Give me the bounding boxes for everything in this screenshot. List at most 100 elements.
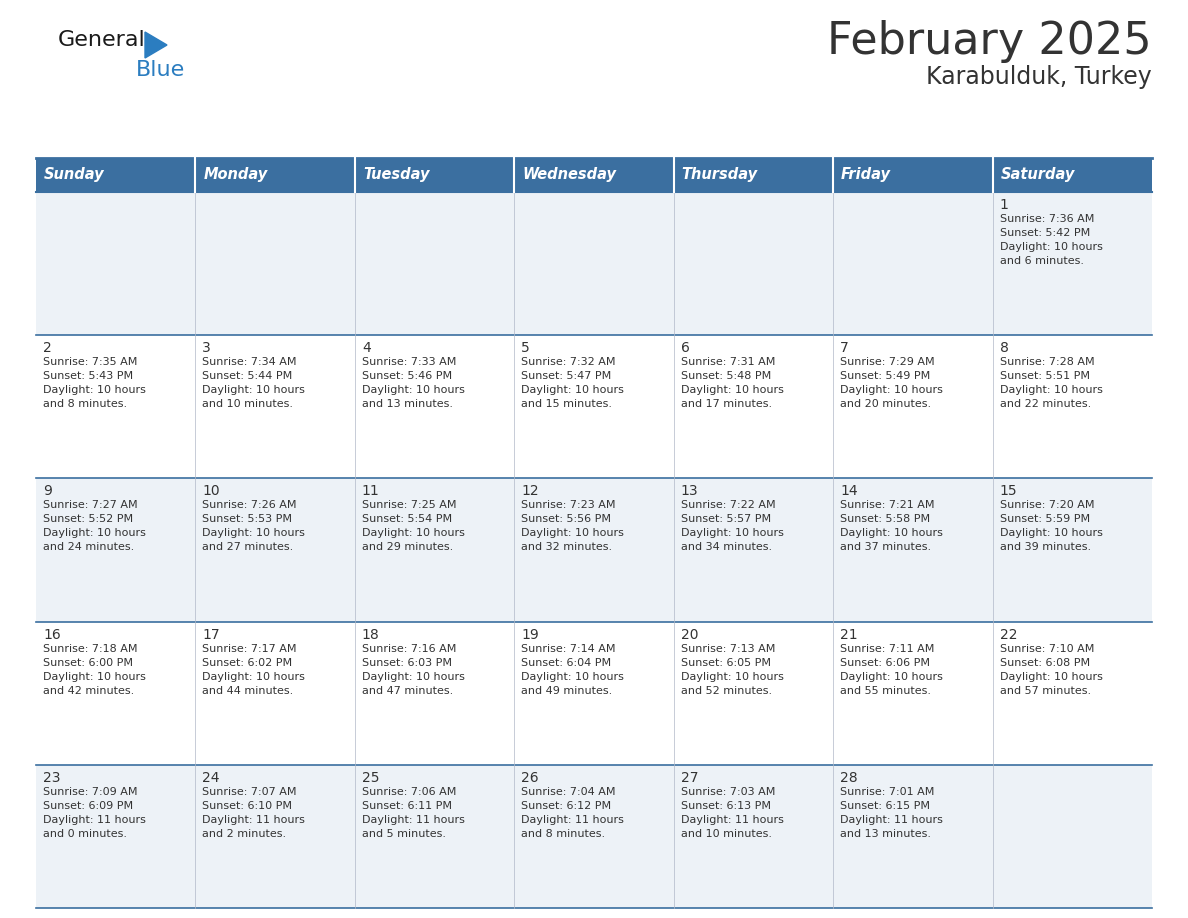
Text: Sunrise: 7:06 AM
Sunset: 6:11 PM
Daylight: 11 hours
and 5 minutes.: Sunrise: 7:06 AM Sunset: 6:11 PM Dayligh…	[362, 787, 465, 839]
Text: Thursday: Thursday	[682, 167, 758, 183]
Text: 3: 3	[202, 341, 211, 355]
FancyBboxPatch shape	[196, 158, 355, 192]
Text: Karabulduk, Turkey: Karabulduk, Turkey	[927, 65, 1152, 89]
FancyBboxPatch shape	[674, 478, 833, 621]
Text: 20: 20	[681, 628, 699, 642]
FancyBboxPatch shape	[674, 158, 833, 192]
Text: Sunrise: 7:25 AM
Sunset: 5:54 PM
Daylight: 10 hours
and 29 minutes.: Sunrise: 7:25 AM Sunset: 5:54 PM Dayligh…	[362, 500, 465, 553]
Text: Sunrise: 7:07 AM
Sunset: 6:10 PM
Daylight: 11 hours
and 2 minutes.: Sunrise: 7:07 AM Sunset: 6:10 PM Dayligh…	[202, 787, 305, 839]
Text: 7: 7	[840, 341, 849, 355]
Text: Friday: Friday	[841, 167, 891, 183]
Text: 24: 24	[202, 771, 220, 785]
FancyBboxPatch shape	[992, 478, 1152, 621]
FancyBboxPatch shape	[992, 621, 1152, 765]
FancyBboxPatch shape	[514, 621, 674, 765]
Text: 21: 21	[840, 628, 858, 642]
Text: Monday: Monday	[203, 167, 267, 183]
Text: Sunrise: 7:13 AM
Sunset: 6:05 PM
Daylight: 10 hours
and 52 minutes.: Sunrise: 7:13 AM Sunset: 6:05 PM Dayligh…	[681, 644, 784, 696]
Text: 17: 17	[202, 628, 220, 642]
FancyBboxPatch shape	[514, 765, 674, 908]
Text: 18: 18	[362, 628, 380, 642]
Text: Sunrise: 7:23 AM
Sunset: 5:56 PM
Daylight: 10 hours
and 32 minutes.: Sunrise: 7:23 AM Sunset: 5:56 PM Dayligh…	[522, 500, 624, 553]
Text: 12: 12	[522, 485, 539, 498]
Text: 2: 2	[43, 341, 52, 355]
Text: Sunrise: 7:18 AM
Sunset: 6:00 PM
Daylight: 10 hours
and 42 minutes.: Sunrise: 7:18 AM Sunset: 6:00 PM Dayligh…	[43, 644, 146, 696]
FancyBboxPatch shape	[196, 621, 355, 765]
Text: Sunrise: 7:34 AM
Sunset: 5:44 PM
Daylight: 10 hours
and 10 minutes.: Sunrise: 7:34 AM Sunset: 5:44 PM Dayligh…	[202, 357, 305, 409]
FancyBboxPatch shape	[355, 158, 514, 192]
Text: 4: 4	[362, 341, 371, 355]
Text: 13: 13	[681, 485, 699, 498]
Text: 9: 9	[43, 485, 52, 498]
FancyBboxPatch shape	[355, 192, 514, 335]
FancyBboxPatch shape	[833, 335, 992, 478]
Text: 11: 11	[362, 485, 380, 498]
Text: Sunrise: 7:28 AM
Sunset: 5:51 PM
Daylight: 10 hours
and 22 minutes.: Sunrise: 7:28 AM Sunset: 5:51 PM Dayligh…	[999, 357, 1102, 409]
Text: Sunrise: 7:10 AM
Sunset: 6:08 PM
Daylight: 10 hours
and 57 minutes.: Sunrise: 7:10 AM Sunset: 6:08 PM Dayligh…	[999, 644, 1102, 696]
Text: Sunrise: 7:35 AM
Sunset: 5:43 PM
Daylight: 10 hours
and 8 minutes.: Sunrise: 7:35 AM Sunset: 5:43 PM Dayligh…	[43, 357, 146, 409]
Text: 5: 5	[522, 341, 530, 355]
Text: 26: 26	[522, 771, 539, 785]
Text: Sunrise: 7:17 AM
Sunset: 6:02 PM
Daylight: 10 hours
and 44 minutes.: Sunrise: 7:17 AM Sunset: 6:02 PM Dayligh…	[202, 644, 305, 696]
Text: 23: 23	[43, 771, 61, 785]
Text: Sunrise: 7:27 AM
Sunset: 5:52 PM
Daylight: 10 hours
and 24 minutes.: Sunrise: 7:27 AM Sunset: 5:52 PM Dayligh…	[43, 500, 146, 553]
FancyBboxPatch shape	[355, 335, 514, 478]
FancyBboxPatch shape	[992, 192, 1152, 335]
Text: 25: 25	[362, 771, 379, 785]
Text: Sunrise: 7:36 AM
Sunset: 5:42 PM
Daylight: 10 hours
and 6 minutes.: Sunrise: 7:36 AM Sunset: 5:42 PM Dayligh…	[999, 214, 1102, 266]
FancyBboxPatch shape	[992, 765, 1152, 908]
Text: Sunrise: 7:14 AM
Sunset: 6:04 PM
Daylight: 10 hours
and 49 minutes.: Sunrise: 7:14 AM Sunset: 6:04 PM Dayligh…	[522, 644, 624, 696]
FancyBboxPatch shape	[674, 192, 833, 335]
FancyBboxPatch shape	[355, 478, 514, 621]
FancyBboxPatch shape	[514, 335, 674, 478]
FancyBboxPatch shape	[36, 192, 196, 335]
Text: 6: 6	[681, 341, 689, 355]
FancyBboxPatch shape	[36, 621, 196, 765]
Text: 19: 19	[522, 628, 539, 642]
Text: Sunrise: 7:21 AM
Sunset: 5:58 PM
Daylight: 10 hours
and 37 minutes.: Sunrise: 7:21 AM Sunset: 5:58 PM Dayligh…	[840, 500, 943, 553]
FancyBboxPatch shape	[833, 192, 992, 335]
Text: Saturday: Saturday	[1000, 167, 1075, 183]
FancyBboxPatch shape	[833, 158, 992, 192]
FancyBboxPatch shape	[196, 478, 355, 621]
FancyBboxPatch shape	[514, 192, 674, 335]
Text: 10: 10	[202, 485, 220, 498]
Text: Wednesday: Wednesday	[523, 167, 617, 183]
Text: 14: 14	[840, 485, 858, 498]
Text: Sunday: Sunday	[44, 167, 105, 183]
Text: Tuesday: Tuesday	[362, 167, 429, 183]
Text: Sunrise: 7:11 AM
Sunset: 6:06 PM
Daylight: 10 hours
and 55 minutes.: Sunrise: 7:11 AM Sunset: 6:06 PM Dayligh…	[840, 644, 943, 696]
Text: Sunrise: 7:31 AM
Sunset: 5:48 PM
Daylight: 10 hours
and 17 minutes.: Sunrise: 7:31 AM Sunset: 5:48 PM Dayligh…	[681, 357, 784, 409]
Text: February 2025: February 2025	[827, 20, 1152, 63]
FancyBboxPatch shape	[36, 158, 196, 192]
Text: Sunrise: 7:04 AM
Sunset: 6:12 PM
Daylight: 11 hours
and 8 minutes.: Sunrise: 7:04 AM Sunset: 6:12 PM Dayligh…	[522, 787, 624, 839]
Text: 22: 22	[999, 628, 1017, 642]
Text: Sunrise: 7:33 AM
Sunset: 5:46 PM
Daylight: 10 hours
and 13 minutes.: Sunrise: 7:33 AM Sunset: 5:46 PM Dayligh…	[362, 357, 465, 409]
Text: 15: 15	[999, 485, 1017, 498]
FancyBboxPatch shape	[674, 765, 833, 908]
FancyBboxPatch shape	[196, 335, 355, 478]
Text: Sunrise: 7:16 AM
Sunset: 6:03 PM
Daylight: 10 hours
and 47 minutes.: Sunrise: 7:16 AM Sunset: 6:03 PM Dayligh…	[362, 644, 465, 696]
FancyBboxPatch shape	[36, 478, 196, 621]
FancyBboxPatch shape	[196, 192, 355, 335]
Text: 1: 1	[999, 198, 1009, 212]
FancyBboxPatch shape	[36, 335, 196, 478]
Text: Sunrise: 7:22 AM
Sunset: 5:57 PM
Daylight: 10 hours
and 34 minutes.: Sunrise: 7:22 AM Sunset: 5:57 PM Dayligh…	[681, 500, 784, 553]
FancyBboxPatch shape	[833, 621, 992, 765]
Text: 27: 27	[681, 771, 699, 785]
Text: Sunrise: 7:03 AM
Sunset: 6:13 PM
Daylight: 11 hours
and 10 minutes.: Sunrise: 7:03 AM Sunset: 6:13 PM Dayligh…	[681, 787, 784, 839]
FancyBboxPatch shape	[992, 158, 1152, 192]
FancyBboxPatch shape	[674, 621, 833, 765]
Text: 8: 8	[999, 341, 1009, 355]
Text: Sunrise: 7:20 AM
Sunset: 5:59 PM
Daylight: 10 hours
and 39 minutes.: Sunrise: 7:20 AM Sunset: 5:59 PM Dayligh…	[999, 500, 1102, 553]
Text: Sunrise: 7:32 AM
Sunset: 5:47 PM
Daylight: 10 hours
and 15 minutes.: Sunrise: 7:32 AM Sunset: 5:47 PM Dayligh…	[522, 357, 624, 409]
FancyBboxPatch shape	[514, 158, 674, 192]
FancyBboxPatch shape	[833, 478, 992, 621]
Text: 16: 16	[43, 628, 61, 642]
FancyBboxPatch shape	[355, 621, 514, 765]
FancyBboxPatch shape	[514, 478, 674, 621]
Text: Blue: Blue	[135, 60, 185, 80]
Text: Sunrise: 7:26 AM
Sunset: 5:53 PM
Daylight: 10 hours
and 27 minutes.: Sunrise: 7:26 AM Sunset: 5:53 PM Dayligh…	[202, 500, 305, 553]
Text: 28: 28	[840, 771, 858, 785]
Text: Sunrise: 7:01 AM
Sunset: 6:15 PM
Daylight: 11 hours
and 13 minutes.: Sunrise: 7:01 AM Sunset: 6:15 PM Dayligh…	[840, 787, 943, 839]
